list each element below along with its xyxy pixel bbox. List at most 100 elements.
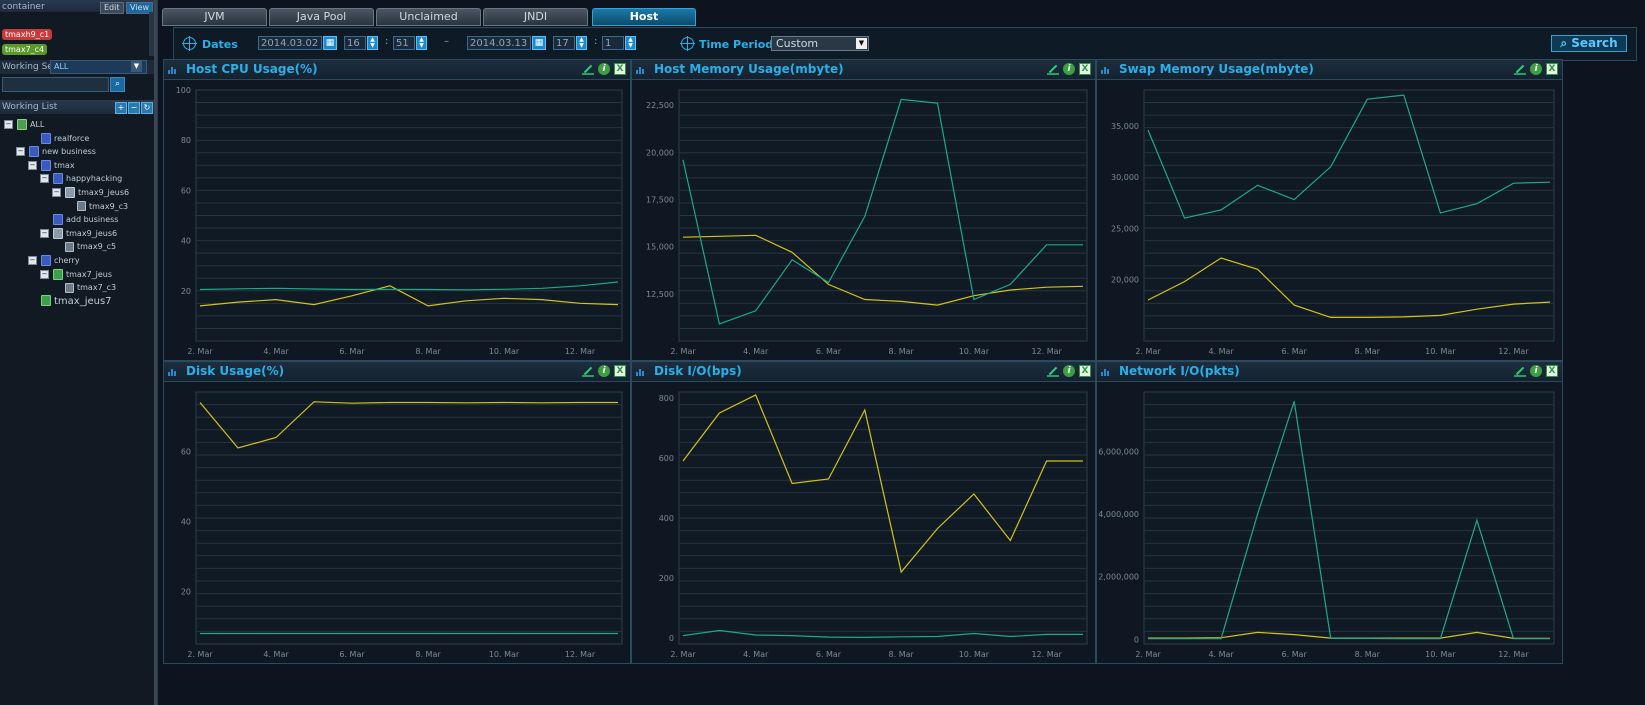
x-tick-label: 2. Mar <box>187 650 213 659</box>
calendar-icon[interactable]: ▦ <box>323 36 337 50</box>
y-tick-label: 0 <box>669 634 674 643</box>
container-tag-1[interactable]: tmaxh9_c1 <box>2 29 53 40</box>
start-date-input[interactable]: 2014.03.02 <box>258 36 322 50</box>
y-tick-label: 60 <box>181 448 191 457</box>
container-tag-2[interactable]: tmax7_c4 <box>2 44 48 55</box>
tree-item[interactable]: add business <box>40 213 118 226</box>
collapse-icon[interactable]: − <box>16 147 25 157</box>
export-excel-icon[interactable]: X <box>614 63 626 75</box>
export-excel-icon[interactable]: X <box>1079 63 1091 75</box>
y-tick-label: 60 <box>181 186 191 195</box>
edit-button[interactable]: Edit <box>100 2 124 14</box>
tree-item[interactable]: − tmax7_jeus <box>40 268 112 281</box>
info-icon[interactable]: i <box>1063 63 1075 75</box>
collapse-icon[interactable]: − <box>40 228 49 238</box>
x-tick-label: 8. Mar <box>889 650 915 659</box>
info-icon[interactable]: i <box>598 365 610 377</box>
edit-icon[interactable] <box>582 365 594 377</box>
collapse-icon[interactable]: − <box>40 174 49 184</box>
working-set-select[interactable]: ALL <box>50 60 147 74</box>
edit-icon[interactable] <box>1047 365 1059 377</box>
spinner-icon[interactable]: ▲ ▼ <box>625 36 636 50</box>
x-tick-label: 8. Mar <box>889 347 915 356</box>
remove-icon[interactable]: − <box>128 102 140 114</box>
search-button[interactable]: ⌕ Search <box>1551 35 1627 52</box>
tree-item[interactable]: tmax9_c3 <box>64 200 128 213</box>
chevron-down-icon[interactable]: ▼ <box>131 60 142 72</box>
tab-jvm[interactable]: JVM <box>162 8 267 26</box>
y-tick-label: 22,500 <box>646 101 674 110</box>
add-icon[interactable]: + <box>115 102 127 114</box>
collapse-icon[interactable]: − <box>28 256 37 265</box>
end-date-input[interactable]: 2014.03.13 <box>467 36 531 50</box>
tree-item[interactable]: − tmax9_jeus6 <box>40 227 117 240</box>
collapse-icon[interactable]: − <box>40 269 49 279</box>
tree-item[interactable]: tmax7_c3 <box>52 281 116 294</box>
info-icon[interactable]: i <box>1063 365 1075 377</box>
collapse-icon[interactable]: − <box>52 188 61 197</box>
sidebar-scrollbar[interactable] <box>154 0 157 705</box>
tree-item-label: tmax9_jeus6 <box>78 188 130 197</box>
tab-unclaimed[interactable]: Unclaimed <box>376 8 481 26</box>
end-hour-input[interactable]: 17 <box>553 36 575 50</box>
edit-icon[interactable] <box>1047 63 1059 75</box>
tab-host[interactable]: Host <box>592 8 696 26</box>
date-range-dash: – <box>444 36 449 47</box>
search-icon[interactable]: ⌕ <box>110 77 125 92</box>
tree-item[interactable]: tmax9_c5 <box>52 240 116 253</box>
tree-item-label: tmax9_c3 <box>89 201 129 211</box>
x-tick-label: 2. Mar <box>1135 650 1161 659</box>
tree-item[interactable]: − cherry <box>28 254 80 267</box>
tree-item[interactable]: − tmax <box>28 159 75 172</box>
spinner-icon[interactable]: ▲ ▼ <box>367 36 378 50</box>
edit-icon[interactable] <box>1514 63 1526 75</box>
info-icon[interactable]: i <box>598 63 610 75</box>
tab-java-pool[interactable]: Java Pool <box>269 8 374 26</box>
green-node-icon <box>53 268 63 280</box>
start-hour-input[interactable]: 16 <box>344 36 366 50</box>
info-icon[interactable]: i <box>1530 365 1542 377</box>
time-separator: : <box>385 36 389 47</box>
time-period-value: Custom <box>776 37 819 50</box>
export-excel-icon[interactable]: X <box>1079 365 1091 377</box>
view-button[interactable]: View <box>126 2 153 14</box>
calendar-icon[interactable]: ▦ <box>532 36 546 50</box>
chevron-down-icon[interactable]: ▼ <box>856 38 867 49</box>
x-tick-label: 12. Mar <box>1031 347 1062 356</box>
time-period-select[interactable]: Custom ▼ <box>771 36 869 51</box>
collapse-icon[interactable]: − <box>28 160 37 170</box>
info-icon[interactable]: i <box>1530 63 1542 75</box>
export-excel-icon[interactable]: X <box>1546 63 1558 75</box>
start-minute-input[interactable]: 51 <box>393 36 415 50</box>
collapse-icon[interactable]: − <box>4 120 13 129</box>
tab-jndi[interactable]: JNDI <box>483 8 588 26</box>
tree-item[interactable]: − new business <box>16 145 96 158</box>
x-tick-label: 4. Mar <box>743 650 769 659</box>
working-list-label: Working List <box>2 102 58 112</box>
export-excel-icon[interactable]: X <box>1546 365 1558 377</box>
green-node-icon <box>41 295 51 307</box>
edit-icon[interactable] <box>1514 365 1526 377</box>
end-minute-input[interactable]: 1 <box>602 36 624 50</box>
spinner-icon[interactable]: ▲ ▼ <box>576 36 587 50</box>
container-scrollbar[interactable] <box>149 12 157 56</box>
tree-item[interactable]: − happyhacking <box>40 172 122 185</box>
tree-item-label: tmax7_c3 <box>77 283 117 293</box>
tree-item[interactable]: tmax_jeus7 <box>28 295 112 308</box>
filter-bar: Dates 2014.03.02 ▦ 16 ▲ ▼ : 51 ▲ ▼ – 2014.… <box>173 27 1637 61</box>
x-tick-label: 6. Mar <box>1282 347 1308 356</box>
tree-item[interactable]: realforce <box>28 132 89 145</box>
tree-item[interactable]: − tmax9_jeus6 <box>52 186 129 199</box>
spinner-icon[interactable]: ▲ ▼ <box>416 36 427 50</box>
working-set-search-input[interactable] <box>2 77 109 92</box>
x-tick-label: 4. Mar <box>1208 347 1234 356</box>
tree-item[interactable]: − ALL <box>4 118 44 131</box>
export-excel-icon[interactable]: X <box>614 365 626 377</box>
y-tick-label: 40 <box>181 518 191 527</box>
x-tick-label: 4. Mar <box>743 347 769 356</box>
inst-node-icon <box>65 282 74 293</box>
inst-node-icon <box>65 241 74 252</box>
edit-icon[interactable] <box>582 63 594 75</box>
dates-label: Dates <box>202 38 238 51</box>
refresh-icon[interactable]: ↻ <box>141 102 153 114</box>
